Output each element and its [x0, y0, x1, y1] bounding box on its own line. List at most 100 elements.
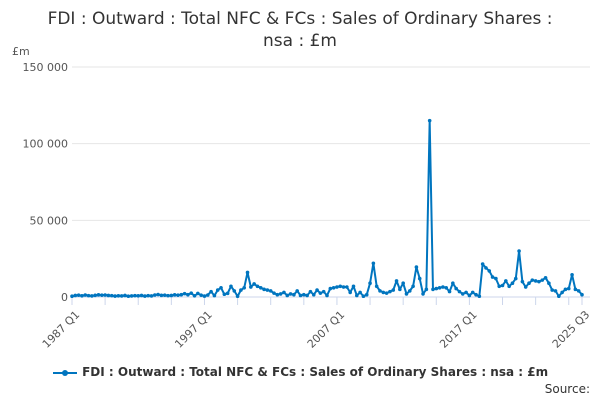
data-point — [580, 292, 584, 297]
data-point — [537, 279, 541, 284]
data-point — [444, 286, 449, 290]
data-point — [523, 285, 528, 289]
data-point — [401, 281, 405, 286]
data-point — [305, 293, 309, 298]
data-point — [547, 281, 551, 286]
data-point — [560, 290, 564, 295]
data-point — [212, 293, 217, 298]
legend[interactable]: FDI : Outward : Total NFC & FCs : Sales … — [0, 365, 600, 379]
data-point — [411, 284, 415, 289]
data-point — [318, 291, 323, 295]
data-point — [152, 293, 157, 297]
data-point — [470, 290, 475, 295]
data-point — [129, 294, 134, 298]
data-point — [292, 292, 296, 297]
data-point — [513, 276, 518, 281]
data-point — [192, 293, 197, 298]
data-point — [235, 294, 240, 299]
data-point — [232, 289, 237, 293]
data-point — [116, 293, 121, 298]
data-point — [474, 292, 478, 297]
data-point — [424, 287, 429, 292]
chart-title: FDI : Outward : Total NFC & FCs : Sales … — [47, 9, 553, 51]
data-point — [381, 290, 386, 295]
data-point — [358, 290, 362, 295]
data-point — [298, 293, 303, 298]
data-point — [73, 293, 78, 298]
data-point — [80, 293, 84, 298]
data-point — [368, 281, 372, 286]
data-point — [199, 293, 203, 297]
data-point — [139, 293, 144, 298]
data-point — [242, 286, 247, 290]
y-tick-label: 100 000 — [23, 138, 69, 151]
data-point — [451, 281, 455, 286]
data-point — [76, 293, 81, 297]
data-point — [149, 294, 154, 298]
data-point — [335, 285, 339, 289]
data-point — [295, 289, 299, 293]
data-point — [414, 265, 419, 269]
data-point — [533, 279, 538, 283]
data-point — [464, 290, 468, 295]
data-point — [113, 294, 117, 298]
data-point — [563, 287, 568, 292]
data-point — [427, 118, 432, 123]
data-point — [487, 269, 492, 273]
data-point — [490, 275, 495, 279]
data-point — [421, 292, 425, 296]
data-point — [540, 278, 545, 282]
data-point — [494, 276, 498, 281]
data-point — [146, 293, 150, 298]
data-point — [328, 286, 333, 291]
data-point — [454, 286, 458, 291]
data-point — [510, 281, 515, 286]
data-point — [331, 286, 336, 290]
data-point — [321, 289, 326, 294]
data-point — [106, 293, 111, 298]
data-point — [103, 293, 107, 297]
data-point — [543, 276, 548, 280]
data-point — [431, 287, 435, 292]
data-point — [239, 288, 243, 292]
data-point — [345, 285, 349, 289]
data-point — [275, 292, 280, 297]
data-point — [162, 293, 167, 297]
data-point — [467, 293, 472, 298]
data-point — [441, 285, 445, 289]
data-point — [457, 289, 462, 294]
data-point — [268, 289, 273, 293]
x-tick-label: 1997 Q1 — [172, 308, 215, 351]
data-point — [348, 290, 352, 295]
data-point — [202, 294, 207, 298]
x-tick-label: 2017 Q1 — [437, 308, 480, 351]
data-point — [315, 288, 319, 292]
data-point — [209, 289, 213, 294]
data-point — [265, 288, 270, 292]
data-point — [520, 279, 525, 284]
data-point — [186, 292, 190, 297]
data-point — [282, 290, 286, 295]
y-tick-label: 150 000 — [23, 61, 69, 74]
data-point — [272, 291, 276, 295]
data-point — [338, 284, 343, 289]
data-point — [566, 286, 571, 291]
data-point — [172, 293, 177, 297]
data-point — [355, 293, 359, 298]
data-point — [222, 292, 227, 297]
series-line — [71, 119, 583, 298]
y-tick-label: 50 000 — [30, 214, 69, 227]
data-point — [70, 294, 74, 299]
data-point — [86, 293, 91, 298]
data-point — [378, 289, 382, 293]
data-point — [100, 293, 104, 297]
x-tick-label: 1987 Q1 — [40, 308, 83, 351]
data-point — [245, 270, 250, 275]
data-point — [477, 294, 482, 299]
data-point — [550, 288, 554, 292]
data-point — [215, 288, 220, 292]
data-point — [517, 249, 521, 253]
data-point — [93, 293, 97, 298]
data-point — [123, 293, 127, 298]
data-point — [460, 292, 465, 296]
